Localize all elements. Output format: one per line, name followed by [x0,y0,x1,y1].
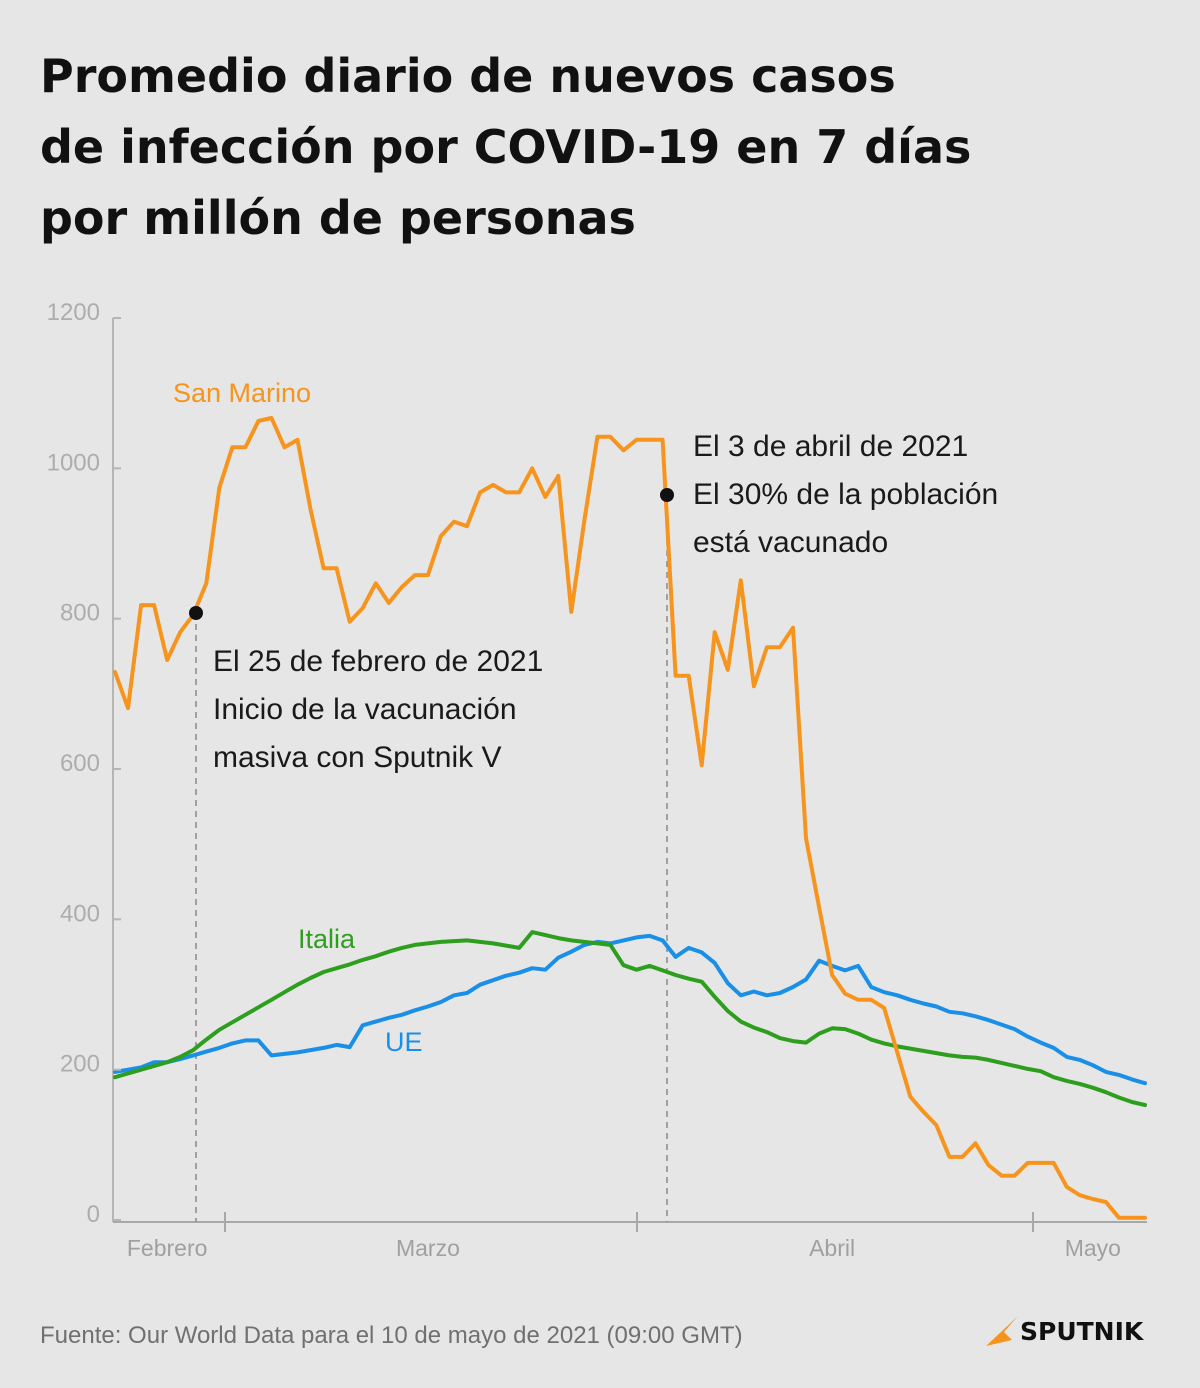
annotation: El 3 de abril de 2021 [693,430,968,463]
series-label: UE [385,1027,423,1057]
y-tick-label: 800 [60,600,100,627]
y-tick-label: 0 [87,1201,100,1228]
series-line [113,930,1147,1107]
y-tick-label: 600 [60,750,100,777]
x-tick-label: Marzo [396,1235,460,1261]
series-label: Italia [298,924,356,954]
y-tick-label: 400 [60,900,100,927]
annotation-dot [189,606,203,620]
chart-title: por millón de personas [40,191,636,245]
y-tick-label: 200 [60,1051,100,1078]
y-tick-label: 1200 [47,299,100,326]
x-tick-label: Mayo [1065,1235,1121,1261]
annotation-dot [660,488,674,502]
source: Fuente: Our World Data para el 10 de may… [40,1322,743,1349]
series-line [113,933,1147,1086]
series-line [113,416,1147,1220]
y-tick-label: 1000 [47,449,100,476]
annotation: El 25 de febrero de 2021 [213,645,543,678]
x-tick-label: Febrero [127,1235,208,1261]
annotation: El 30% de la población [693,478,998,511]
brand-logo [986,1316,1018,1346]
annotation: masiva con Sputnik V [213,741,501,774]
annotation: Inicio de la vacunación [213,693,517,726]
x-tick-label: Abril [809,1235,855,1261]
chart-title: de infección por COVID-19 en 7 días [40,120,971,174]
series-label: San Marino [173,378,311,408]
chart-title: Promedio diario de nuevos casos [40,49,896,103]
brand: SPUTNIK [1020,1317,1145,1346]
annotation: está vacunado [693,526,888,559]
